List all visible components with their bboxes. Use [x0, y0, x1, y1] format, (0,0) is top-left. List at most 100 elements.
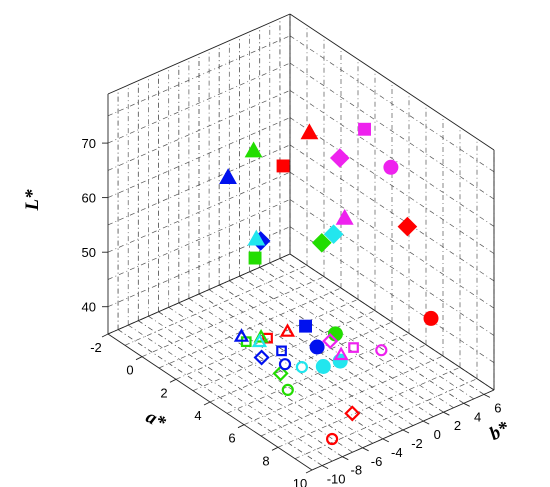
x-tick-label: 6 [228, 431, 235, 446]
right-wall-gridline [289, 144, 495, 282]
data-point-blue-square [299, 319, 313, 333]
y-tick-label: -10 [327, 472, 346, 487]
data-point-blue-diamond [253, 349, 270, 366]
data-point-magenta-diamond [329, 148, 350, 168]
x-tick-mark [101, 333, 109, 338]
data-point-red-circle [326, 432, 339, 446]
x-tick-label: 2 [160, 385, 167, 400]
floor-gridline [259, 267, 464, 404]
y-tick-mark [342, 456, 349, 461]
data-point-red-square [276, 159, 290, 173]
data-point-magenta-triangle [335, 208, 354, 225]
x-tick-label: 10 [293, 476, 307, 487]
z-axis-title: L* [22, 189, 43, 212]
data-point-cyan-triangle [251, 333, 268, 348]
data-point-magenta-circle [383, 159, 399, 175]
left-wall-gridline [107, 226, 291, 308]
data-point-cyan-circle [295, 361, 308, 374]
data-point-cyan-triangle [247, 229, 266, 246]
right-wall-gridline [289, 62, 495, 200]
data-point-blue-triangle [219, 168, 237, 184]
left-wall-gridline [107, 199, 291, 280]
data-point-red-diamond [344, 405, 361, 422]
frame-edge [107, 13, 291, 95]
axis-frame [101, 13, 495, 474]
data-point-magenta-diamond [322, 333, 339, 350]
x-tick-label: 0 [126, 363, 133, 378]
x-tick-mark [305, 469, 313, 474]
y-tick-label: -2 [411, 436, 423, 451]
data-point-green-diamond [311, 232, 332, 253]
right-wall-gridline [289, 199, 495, 336]
y-tick-label: 0 [434, 427, 441, 442]
data-point-magenta-square [348, 342, 359, 353]
left-wall-gridline [107, 62, 291, 144]
data-point-magenta-square [358, 122, 372, 136]
floor-gridline [158, 311, 363, 449]
floor-gridline [279, 258, 485, 395]
floor-gridline [168, 307, 373, 444]
floor-gridline [192, 310, 376, 392]
z-tick-label: 70 [82, 136, 96, 151]
floor-gridline [138, 320, 343, 457]
floor-gridline [229, 280, 434, 417]
data-points [219, 122, 439, 446]
grid-layer [107, 14, 495, 471]
y-tick-mark [443, 411, 450, 416]
right-wall-gridline [289, 90, 495, 227]
z-tick-label: 40 [82, 300, 96, 315]
x-tick-label: 4 [194, 408, 201, 423]
y-tick-label: -4 [391, 445, 403, 460]
left-wall-gridline [107, 35, 291, 117]
floor-gridline [175, 298, 359, 380]
y-axis-title: b* [486, 417, 513, 445]
data-point-green-diamond [272, 365, 289, 382]
data-point-red-circle [423, 310, 439, 326]
data-point-blue-square [276, 345, 287, 357]
data-point-red-triangle [300, 123, 319, 140]
floor-gridline [249, 271, 454, 409]
y-tick-label: 2 [454, 418, 461, 433]
x-tick-mark [135, 356, 143, 361]
data-point-cyan-circle [315, 359, 331, 374]
floor-gridline [188, 298, 394, 435]
data-point-green-square [248, 251, 262, 265]
x-tick-mark [203, 401, 211, 406]
right-wall-gridline [289, 171, 495, 309]
floor-gridline [148, 315, 353, 453]
frame-edge [289, 253, 495, 391]
left-wall-gridline [107, 144, 291, 226]
data-point-magenta-triangle [333, 346, 349, 361]
y-tick-mark [402, 429, 410, 434]
data-point-blue-circle [309, 339, 325, 355]
frame-edge [289, 13, 495, 151]
x-tick-mark [271, 446, 279, 451]
data-point-magenta-circle [375, 344, 388, 357]
y-tick-mark [321, 465, 329, 470]
y-tick-label: -8 [351, 463, 363, 478]
left-wall-gridline [107, 90, 291, 171]
y-tick-mark [483, 393, 491, 398]
y-tick-mark [463, 402, 470, 407]
x-axis-title: a* [142, 406, 169, 434]
data-point-green-circle [281, 383, 294, 396]
floor-gridline [117, 329, 323, 466]
z-tick-label: 50 [82, 245, 96, 260]
right-wall-gridline [289, 35, 495, 173]
floor-gridline [128, 324, 333, 462]
data-point-blue-triangle [233, 328, 250, 342]
frame-edge [107, 253, 291, 335]
data-point-blue-circle [278, 358, 292, 371]
y-tick-label: -6 [371, 454, 383, 469]
x-tick-label: 8 [262, 453, 269, 468]
left-wall-gridline [107, 171, 291, 253]
y-tick-label: 6 [494, 400, 501, 415]
z-tick-label: 60 [82, 191, 96, 206]
data-point-red-triangle [279, 323, 296, 337]
floor-gridline [239, 275, 444, 413]
data-point-red-diamond [397, 216, 418, 237]
right-wall-gridline [289, 117, 495, 254]
y-tick-label: 4 [474, 409, 481, 424]
